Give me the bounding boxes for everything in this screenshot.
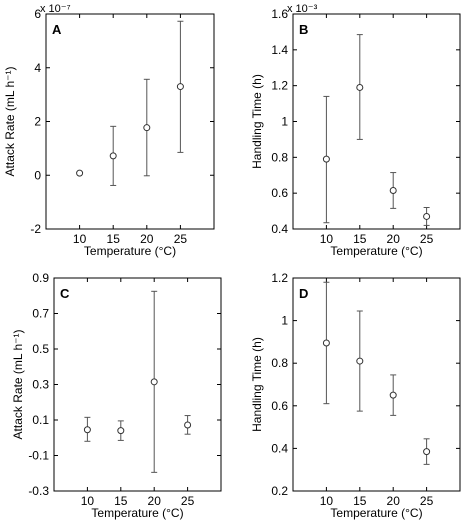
y-axis-label: Handling Time (h): [250, 74, 264, 169]
y-axis-label: Attack Rate (mL h⁻¹): [3, 67, 17, 177]
x-axis-label: Temperature (°C): [330, 244, 422, 258]
panel-label: A: [52, 22, 62, 37]
panel-b: 10 15 20 25 0.4 0.6 0.8 1 1.2 1.4 1.6 x 10⁻³ B Temper…: [250, 3, 461, 258]
y-tick-label: 0.1: [32, 413, 49, 427]
plot-frame: [292, 277, 461, 492]
y-axis-label: Handling Time (h): [250, 337, 264, 432]
y-tick-label: -0.1: [28, 449, 49, 463]
y-tick-label: 0.9: [32, 271, 49, 285]
data-point: [176, 83, 184, 91]
data-point: [322, 155, 330, 163]
data-point: [143, 124, 151, 132]
y-tick-label: 1.4: [271, 43, 288, 57]
data-point: [322, 339, 330, 347]
y-tick-label: 1.6: [271, 7, 288, 21]
data-point: [389, 186, 397, 194]
data-point: [356, 83, 364, 91]
panel-a: 10 15 20 25 -2 0 2 4 6 x 10⁻⁷ A Temperature (°C) Att…: [3, 3, 215, 258]
y-exponent-label: x 10⁻⁷: [40, 3, 71, 15]
x-axis-label: Temperature (°C): [330, 506, 422, 520]
data-point: [423, 448, 431, 456]
y-axis-label: Attack Rate (mL h⁻¹): [11, 330, 25, 440]
data-point: [356, 357, 364, 365]
data-point: [423, 212, 431, 220]
panel-d: 10 15 20 25 0.2 0.4 0.6 0.8 1 1.2 D Temperature (°C…: [250, 271, 461, 520]
panel-c: 10 15 20 25 -0.3 -0.1 0.1 0.3 0.5 0.7 0.9 C Temperat…: [11, 271, 222, 520]
x-tick-label: 20: [148, 494, 162, 508]
x-tick-label: 20: [387, 232, 401, 246]
y-tick-label: 0.2: [271, 484, 288, 498]
y-tick-label: 0.8: [271, 150, 288, 164]
y-tick-label: 0.8: [271, 356, 288, 370]
x-tick-label: 10: [320, 232, 334, 246]
y-tick-label: 0.4: [271, 441, 288, 455]
data-point: [83, 426, 91, 434]
x-tick-label: 15: [107, 232, 121, 246]
x-tick-label: 25: [181, 494, 195, 508]
y-tick-label: 0.3: [32, 378, 49, 392]
x-tick-label: 20: [140, 232, 154, 246]
y-tick-label: 4: [34, 61, 41, 75]
data-point: [117, 427, 125, 435]
data-point: [76, 169, 84, 177]
y-tick-label: 1.2: [271, 79, 288, 93]
y-tick-label: 0.6: [271, 186, 288, 200]
data-point: [184, 421, 192, 429]
x-tick-label: 25: [420, 232, 434, 246]
data-point: [389, 391, 397, 399]
x-tick-label: 25: [420, 494, 434, 508]
x-tick-label: 10: [81, 494, 95, 508]
x-tick-label: 10: [320, 494, 334, 508]
y-tick-label: 1: [281, 314, 288, 328]
panel-label: C: [60, 286, 70, 301]
x-tick-label: 10: [73, 232, 87, 246]
y-tick-label: 0.7: [32, 307, 49, 321]
y-tick-label: 1.2: [271, 271, 288, 285]
panel-label: D: [299, 286, 308, 301]
y-tick-label: 2: [34, 115, 41, 129]
x-tick-label: 15: [114, 494, 128, 508]
y-tick-label: 6: [34, 7, 41, 21]
data-point: [109, 152, 117, 160]
y-tick-label: 0.6: [271, 399, 288, 413]
y-tick-label: -2: [30, 222, 41, 236]
y-tick-label: 0.4: [271, 222, 288, 236]
y-tick-label: 0: [34, 168, 41, 182]
x-tick-label: 15: [353, 494, 367, 508]
x-tick-label: 20: [387, 494, 401, 508]
x-tick-label: 25: [174, 232, 188, 246]
x-axis-label: Temperature (°C): [91, 506, 183, 520]
y-tick-label: 0.5: [32, 342, 49, 356]
y-exponent-label: x 10⁻³: [287, 3, 318, 15]
plot-frame: [45, 13, 215, 230]
y-tick-label: 1: [281, 115, 288, 129]
plot-frame: [53, 277, 222, 492]
plot-frame: [292, 13, 461, 230]
data-point: [150, 378, 158, 386]
panel-label: B: [299, 22, 308, 37]
x-axis-label: Temperature (°C): [84, 244, 176, 258]
x-tick-label: 15: [353, 232, 367, 246]
y-tick-label: -0.3: [28, 484, 49, 498]
